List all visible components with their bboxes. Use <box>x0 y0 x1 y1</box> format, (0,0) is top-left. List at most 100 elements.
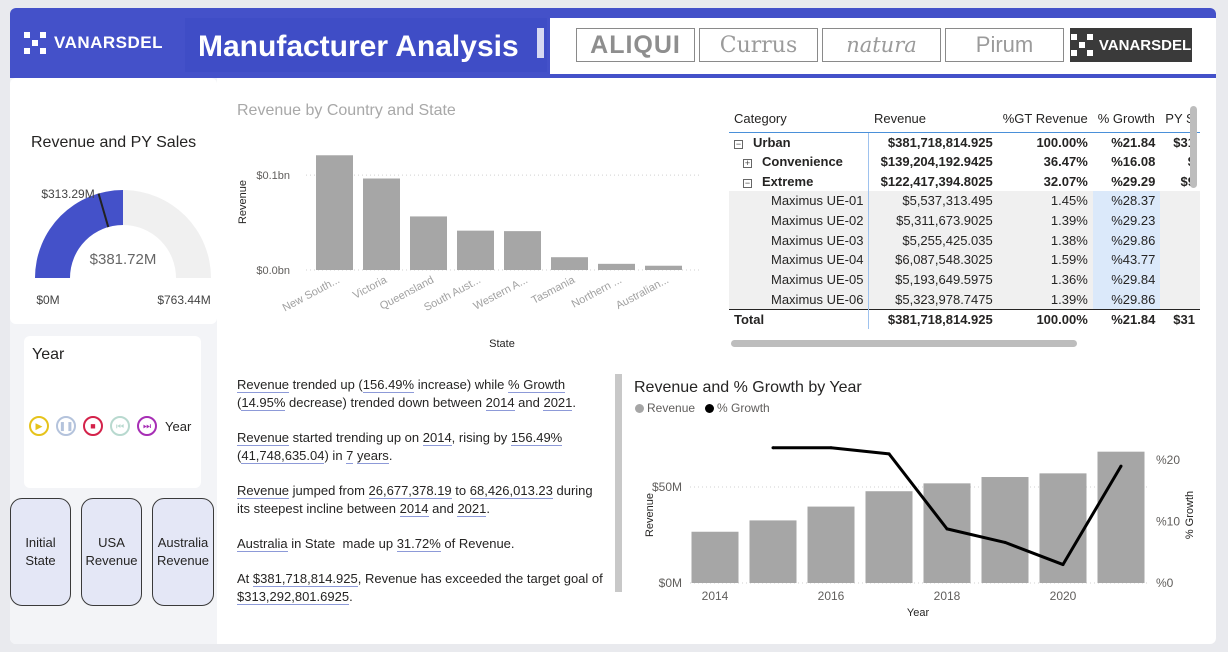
narrative-value[interactable]: 2021 <box>457 501 487 517</box>
bar-mark[interactable] <box>504 231 541 270</box>
legend-item-revenue[interactable]: Revenue <box>635 401 695 415</box>
growth-point[interactable] <box>887 452 891 456</box>
matrix-cell-category: Maximus UE-02 <box>729 210 869 231</box>
narrative-paragraph-4: Australia in State made up 31.72% of Rev… <box>237 535 609 553</box>
gauge-card: Revenue and PY Sales $381.72M $313.29M $0M… <box>10 78 217 324</box>
combo-bar-mark[interactable] <box>923 483 971 583</box>
narrative-term[interactable]: Revenue <box>237 430 290 446</box>
narrative-value[interactable]: 31.72% <box>396 536 441 552</box>
narrative-term[interactable]: Revenue <box>237 483 290 499</box>
growth-point[interactable] <box>771 446 775 450</box>
matrix-cell-category: − Extreme <box>743 173 814 189</box>
combo-x-tick-label: 2018 <box>934 589 961 603</box>
bar-mark[interactable] <box>457 230 494 270</box>
matrix-row[interactable]: Maximus UE-01 $5,537,313.495 1.45% %28.37 <box>729 191 1200 211</box>
matrix-vertical-scrollbar[interactable] <box>1190 106 1197 188</box>
combo-right-tick-label: %0 <box>1156 576 1174 590</box>
narrative-value[interactable]: years <box>357 448 389 464</box>
combo-bar-mark[interactable] <box>691 531 739 583</box>
brand-button-currus[interactable]: Currus <box>699 28 818 62</box>
matrix-row[interactable]: Maximus UE-04 $6,087,548.3025 1.59% %43.77 <box>729 250 1200 270</box>
growth-point[interactable] <box>1003 540 1007 544</box>
narrative-value[interactable]: 2021 <box>543 395 573 411</box>
stop-icon[interactable]: ■ <box>83 416 103 436</box>
pause-icon[interactable]: ❚❚ <box>56 416 76 436</box>
combo-bar-mark[interactable] <box>1039 473 1087 583</box>
brand-button-pirum[interactable]: Pirum <box>945 28 1064 62</box>
narrative-value[interactable]: 68,426,013.23 <box>469 483 553 499</box>
narrative-term[interactable]: Revenue <box>237 377 290 393</box>
column-header-category[interactable]: Category <box>729 106 869 133</box>
legend-dot-icon <box>635 404 644 413</box>
matrix-row[interactable]: − Extreme $122,417,394.8025 32.07% %29.29 $9 <box>729 171 1200 192</box>
initial-state-button[interactable]: Initial State <box>10 498 71 606</box>
vanarsdel-logo-icon <box>24 32 46 54</box>
narrative-term[interactable]: Australia <box>237 536 288 552</box>
narrative-value[interactable]: 7 <box>346 448 354 464</box>
bar-mark[interactable] <box>410 216 447 270</box>
matrix-row[interactable]: + Convenience $139,204,192.9425 36.47% %16.0… <box>729 151 1200 172</box>
narrative-value[interactable]: $313,292,801.6925 <box>237 589 350 605</box>
narrative-value[interactable]: 14.95% <box>241 395 286 411</box>
growth-point[interactable] <box>945 527 949 531</box>
collapse-icon[interactable]: − <box>743 177 752 188</box>
combo-x-axis-label: Year <box>907 607 930 619</box>
combo-right-tick-label: %20 <box>1156 453 1180 467</box>
matrix-cell-revenue: $5,193,649.5975 <box>868 269 998 290</box>
column-header-gt-revenue[interactable]: %GT Revenue <box>997 106 1093 133</box>
growth-point[interactable] <box>829 446 833 450</box>
next-icon[interactable]: ⏭ <box>137 416 157 436</box>
combo-legend: Revenue % Growth <box>635 401 770 415</box>
narrative-value[interactable]: 2014 <box>485 395 515 411</box>
previous-icon[interactable]: ⏮ <box>110 416 130 436</box>
matrix-row[interactable]: Maximus UE-06 $5,323,978.7475 1.39% %29.86 <box>729 289 1200 310</box>
narrative-value[interactable]: 156.49% <box>362 377 415 393</box>
bar-mark[interactable] <box>551 257 588 270</box>
legend-item-growth[interactable]: % Growth <box>705 401 770 415</box>
column-header-growth[interactable]: % Growth <box>1092 106 1161 133</box>
brand-button-aliqui[interactable]: ALIQUI <box>576 28 695 62</box>
narrative-scrollbar[interactable] <box>615 374 622 592</box>
expand-icon[interactable]: + <box>743 158 752 169</box>
matrix-cell-revenue: $5,537,313.495 <box>868 191 998 211</box>
narrative-value[interactable]: 156.49% <box>510 430 563 446</box>
matrix-cell-category: Maximus UE-06 <box>729 289 869 310</box>
brand-button-vanarsdel[interactable]: VANARSDEL <box>1070 28 1192 62</box>
matrix-row[interactable]: Maximus UE-02 $5,311,673.9025 1.39% %29.23 <box>729 210 1200 231</box>
combo-bar-mark[interactable] <box>981 477 1029 583</box>
bar-mark[interactable] <box>316 155 353 270</box>
bar-mark[interactable] <box>598 263 635 270</box>
growth-point[interactable] <box>1119 464 1123 468</box>
narrative-value[interactable]: $381,718,814.925 <box>252 571 358 587</box>
column-header-revenue[interactable]: Revenue <box>868 106 998 133</box>
play-axis-controls: ▶ ❚❚ ■ ⏮ ⏭ Year <box>29 416 191 436</box>
collapse-icon[interactable]: − <box>734 138 743 149</box>
narrative-text: to <box>451 483 470 498</box>
combo-bar-mark[interactable] <box>807 506 855 583</box>
logo-text: VANARSDEL <box>54 33 164 52</box>
combo-bar-mark[interactable] <box>1097 451 1145 583</box>
narrative-term[interactable]: % Growth <box>508 377 566 393</box>
matrix-row[interactable]: − Urban $381,718,814.925 100.00% %21.84 $31 <box>729 132 1200 152</box>
matrix-row[interactable]: Maximus UE-03 $5,255,425.035 1.38% %29.86 <box>729 230 1200 251</box>
narrative-value[interactable]: 26,677,378.19 <box>368 483 452 499</box>
brand-button-natura[interactable]: natura <box>822 28 941 62</box>
narrative-value[interactable]: 2014 <box>399 501 429 517</box>
narrative-text: of Revenue. <box>440 536 515 551</box>
growth-point[interactable] <box>1061 563 1065 567</box>
narrative-value[interactable]: 41,748,635.04 <box>241 448 325 464</box>
narrative-value[interactable]: 2014 <box>422 430 452 446</box>
bar-mark[interactable] <box>363 178 400 270</box>
play-icon[interactable]: ▶ <box>29 416 49 436</box>
revenue-gauge[interactable]: $381.72M $313.29M $0M $763.44M <box>10 78 217 324</box>
combo-bar-mark[interactable] <box>749 520 797 583</box>
usa-revenue-button[interactable]: USA Revenue <box>81 498 142 606</box>
matrix-horizontal-scrollbar[interactable] <box>731 340 1077 347</box>
combo-bar-mark[interactable] <box>865 491 913 583</box>
matrix-row[interactable]: Maximus UE-05 $5,193,649.5975 1.36% %29.84 <box>729 269 1200 290</box>
matrix-cell-py-sales <box>1160 269 1200 290</box>
bar-mark[interactable] <box>645 265 682 270</box>
growth-line[interactable] <box>773 446 1123 567</box>
australia-revenue-button[interactable]: Australia Revenue <box>152 498 214 606</box>
